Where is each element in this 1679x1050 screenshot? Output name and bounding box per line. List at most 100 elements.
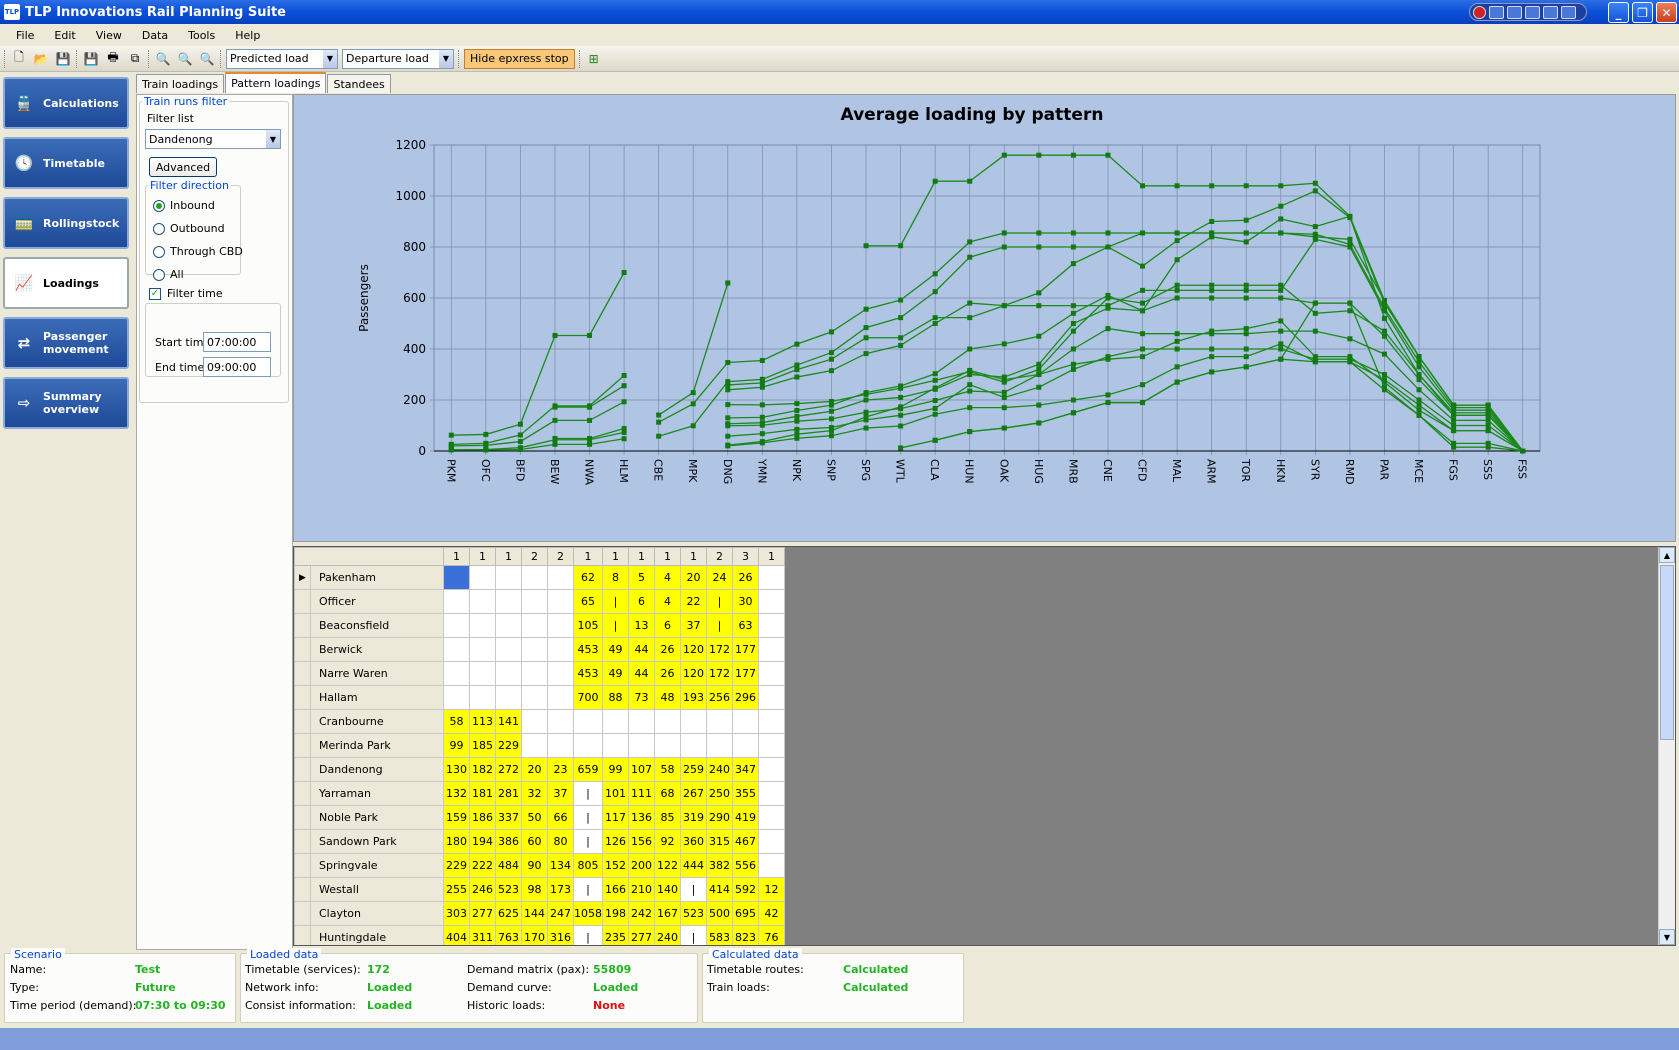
menu-tools[interactable]: Tools (188, 28, 216, 42)
grid-cell[interactable] (495, 613, 522, 638)
grid-cell[interactable]: 404 (443, 925, 470, 945)
grid-cell[interactable]: 315 (706, 829, 733, 854)
open-folder-icon[interactable]: 📂 (33, 51, 49, 66)
grid-cell[interactable]: 37 (547, 781, 574, 806)
grid-cell[interactable]: | (706, 613, 733, 638)
grid-cell[interactable] (706, 709, 733, 734)
grid-cell[interactable]: 107 (628, 757, 655, 782)
grid-cell[interactable]: | (602, 613, 629, 638)
row-selector[interactable] (294, 637, 311, 662)
grid-cell[interactable]: 583 (706, 925, 733, 945)
grid-cell[interactable]: 141 (495, 709, 522, 734)
grid-cell[interactable]: 130 (443, 757, 470, 782)
table-row[interactable]: Clayton 303 277 625 144 247 1058 198 242 167 523 50… (294, 901, 785, 926)
grid-cell[interactable]: 259 (680, 757, 707, 782)
grid-cell[interactable]: 85 (654, 805, 681, 830)
grid-cell[interactable]: 255 (443, 877, 470, 902)
grid-cell[interactable]: 80 (547, 829, 574, 854)
grid-cell[interactable]: 24 (706, 565, 733, 590)
grid-cell[interactable] (758, 589, 785, 614)
row-selector[interactable] (294, 781, 311, 806)
grid-cell[interactable]: 467 (732, 829, 759, 854)
column-header[interactable]: 1 (758, 547, 785, 566)
hide-express-stop-button[interactable]: Hide epxress stop (464, 48, 575, 69)
grid-cell[interactable]: 113 (469, 709, 496, 734)
grid-cell[interactable] (706, 733, 733, 758)
grid-cell[interactable]: 303 (443, 901, 470, 926)
grid-cell[interactable]: 185 (469, 733, 496, 758)
grid-cell[interactable]: 58 (654, 757, 681, 782)
grid-cell[interactable]: 250 (706, 781, 733, 806)
column-header[interactable]: 3 (732, 547, 759, 566)
table-row[interactable]: Berwick 453 49 44 26 120 172 177 (294, 637, 785, 662)
grid-cell[interactable]: 500 (706, 901, 733, 926)
direction-all-radio[interactable]: All (153, 263, 243, 286)
grid-cell[interactable]: 49 (602, 661, 629, 686)
grid-cell[interactable] (495, 661, 522, 686)
grid-cell[interactable]: 88 (602, 685, 629, 710)
column-header[interactable]: 2 (547, 547, 574, 566)
menu-file[interactable]: File (16, 28, 35, 42)
nav-loadings-button[interactable]: 📈 Loadings (3, 257, 129, 309)
grid-cell[interactable]: 98 (521, 877, 548, 902)
direction-outbound-radio[interactable]: Outbound (153, 217, 243, 240)
nav-passenger-movement-button[interactable]: ⇄ Passenger movement (3, 317, 129, 369)
grid-cell[interactable] (602, 733, 629, 758)
column-header[interactable]: 1 (602, 547, 629, 566)
scroll-down-icon[interactable]: ▼ (1659, 929, 1675, 945)
grid-cell[interactable]: 166 (602, 877, 629, 902)
grid-cell[interactable] (758, 637, 785, 662)
row-selector[interactable] (294, 877, 311, 902)
grid-cell[interactable]: 90 (521, 853, 548, 878)
grid-cell[interactable] (758, 709, 785, 734)
column-header[interactable]: 1 (628, 547, 655, 566)
grid-cell[interactable]: 105 (573, 613, 603, 638)
row-selector[interactable] (294, 589, 311, 614)
menu-view[interactable]: View (95, 28, 122, 42)
grid-cell[interactable] (521, 685, 548, 710)
grid-cell[interactable]: 210 (628, 877, 655, 902)
grid-cell[interactable]: 194 (469, 829, 496, 854)
grid-cell[interactable]: 92 (654, 829, 681, 854)
grid-cell[interactable] (758, 613, 785, 638)
tray-icon[interactable] (1525, 5, 1540, 19)
grid-cell[interactable] (547, 589, 574, 614)
grid-cell[interactable]: 186 (469, 805, 496, 830)
grid-cell[interactable]: 277 (628, 925, 655, 945)
grid-cell[interactable]: 347 (732, 757, 759, 782)
grid-cell[interactable]: | (680, 877, 707, 902)
grid-cell[interactable]: 247 (547, 901, 574, 926)
grid-cell[interactable]: | (573, 805, 603, 830)
grid-cell[interactable] (521, 661, 548, 686)
advanced-button[interactable]: Advanced (149, 157, 217, 177)
column-header[interactable]: 2 (521, 547, 548, 566)
grid-cell[interactable]: 26 (654, 661, 681, 686)
grid-cell[interactable]: 20 (680, 565, 707, 590)
row-selector[interactable] (294, 829, 311, 854)
grid-cell[interactable]: 240 (654, 925, 681, 945)
grid-cell[interactable]: 229 (443, 853, 470, 878)
zoom-icon[interactable]: 🔍 (155, 51, 171, 66)
table-row[interactable]: Huntingdale 404 311 763 170 316 | 235 277 240 | 583… (294, 925, 785, 945)
tray-icon[interactable] (1543, 5, 1558, 19)
grid-cell[interactable] (680, 733, 707, 758)
row-selector[interactable] (294, 733, 311, 758)
grid-cell[interactable]: 167 (654, 901, 681, 926)
grid-cell[interactable]: 235 (602, 925, 629, 945)
nav-rollingstock-button[interactable]: 🚃 Rollingstock (3, 197, 129, 249)
grid-cell[interactable] (521, 733, 548, 758)
grid-cell[interactable] (495, 589, 522, 614)
grid-cell[interactable] (758, 757, 785, 782)
grid-cell[interactable]: 316 (547, 925, 574, 945)
radio-dot[interactable] (153, 268, 165, 281)
grid-cell[interactable]: 101 (602, 781, 629, 806)
grid-cell[interactable]: 453 (573, 637, 603, 662)
grid-cell[interactable]: 382 (706, 853, 733, 878)
grid-cell[interactable]: 360 (680, 829, 707, 854)
grid-cell[interactable]: 136 (628, 805, 655, 830)
export-icon[interactable]: ⊞ (588, 51, 599, 66)
nav-calculations-button[interactable]: 🚆 Calculations (3, 77, 129, 129)
grid-cell[interactable]: 159 (443, 805, 470, 830)
grid-cell[interactable]: | (573, 877, 603, 902)
grid-cell[interactable]: 76 (758, 925, 785, 945)
